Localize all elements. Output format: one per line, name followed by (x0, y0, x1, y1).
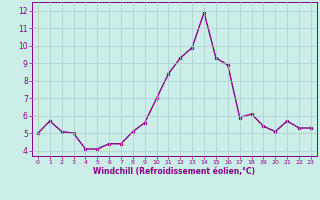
X-axis label: Windchill (Refroidissement éolien,°C): Windchill (Refroidissement éolien,°C) (93, 167, 255, 176)
